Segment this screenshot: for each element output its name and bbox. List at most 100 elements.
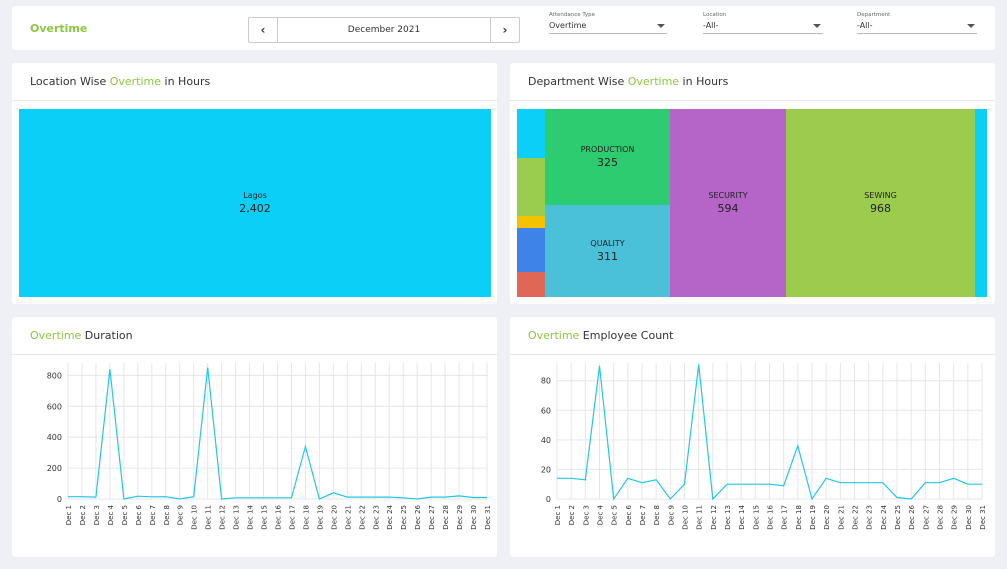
data-point[interactable] <box>66 495 70 499</box>
data-point[interactable] <box>923 481 927 485</box>
data-point[interactable] <box>838 481 842 485</box>
data-point[interactable] <box>782 484 786 488</box>
data-point[interactable] <box>711 497 715 501</box>
treemap-cell-small[interactable] <box>975 109 987 297</box>
data-point[interactable] <box>471 495 475 499</box>
x-tick-label: Dec 5 <box>121 505 129 525</box>
treemap-cell-label: SEWING <box>864 191 897 200</box>
data-point[interactable] <box>206 366 210 370</box>
data-point[interactable] <box>895 496 899 500</box>
data-point[interactable] <box>810 497 814 501</box>
data-point[interactable] <box>248 496 252 500</box>
data-point[interactable] <box>108 367 112 371</box>
treemap-cell-production[interactable]: PRODUCTION 325 <box>545 109 670 205</box>
data-point[interactable] <box>164 495 168 499</box>
data-point[interactable] <box>612 497 616 501</box>
treemap-cell-small[interactable] <box>517 216 545 228</box>
y-tick-label: 80 <box>541 377 551 386</box>
treemap-cell-small[interactable] <box>517 158 545 216</box>
data-point[interactable] <box>457 494 461 498</box>
treemap-cell-security[interactable]: SECURITY 594 <box>670 109 786 297</box>
data-point[interactable] <box>192 495 196 499</box>
data-point[interactable] <box>289 496 293 500</box>
x-tick-label: Dec 16 <box>767 504 775 529</box>
data-point[interactable] <box>668 497 672 501</box>
data-point[interactable] <box>824 476 828 480</box>
data-point[interactable] <box>966 482 970 486</box>
treemap-cell-lagos[interactable]: Lagos 2,402 <box>19 109 491 297</box>
x-tick-label: Dec 15 <box>752 505 760 530</box>
data-point[interactable] <box>94 495 98 499</box>
data-point[interactable] <box>796 444 800 448</box>
data-point[interactable] <box>980 482 984 486</box>
data-point[interactable] <box>122 497 126 501</box>
x-tick-label: Dec 19 <box>316 505 324 530</box>
x-tick-label: Dec 20 <box>823 505 831 530</box>
data-point[interactable] <box>276 496 280 500</box>
data-point[interactable] <box>555 476 559 480</box>
x-tick-label: Dec 8 <box>163 505 171 525</box>
data-point[interactable] <box>697 362 701 366</box>
data-point[interactable] <box>136 494 140 498</box>
chevron-right-icon: › <box>502 23 508 37</box>
treemap-cell-sewing[interactable]: SEWING 968 <box>786 109 975 297</box>
data-point[interactable] <box>220 497 224 501</box>
data-point[interactable] <box>401 496 405 500</box>
data-point[interactable] <box>626 476 630 480</box>
data-point[interactable] <box>178 497 182 501</box>
attendance-type-select[interactable]: Overtime <box>549 21 667 34</box>
data-point[interactable] <box>909 497 913 501</box>
x-tick-label: Dec 14 <box>247 504 255 529</box>
data-point[interactable] <box>768 482 772 486</box>
data-point[interactable] <box>262 496 266 500</box>
data-point[interactable] <box>640 481 644 485</box>
x-tick-label: Dec 17 <box>288 505 296 530</box>
data-point[interactable] <box>331 491 335 495</box>
treemap-cell-value: 2,402 <box>239 202 271 215</box>
data-point[interactable] <box>317 497 321 501</box>
data-point[interactable] <box>429 495 433 499</box>
location-overtime-card: Location Wise Overtime in Hours Lagos 2,… <box>12 63 497 304</box>
department-select[interactable]: -All- <box>857 21 977 34</box>
data-point[interactable] <box>881 481 885 485</box>
data-point[interactable] <box>725 482 729 486</box>
data-point[interactable] <box>753 482 757 486</box>
next-month-button[interactable]: › <box>490 18 519 42</box>
x-tick-label: Dec 10 <box>191 505 199 530</box>
x-tick-label: Dec 11 <box>696 505 704 530</box>
data-point[interactable] <box>569 476 573 480</box>
data-point[interactable] <box>443 495 447 499</box>
data-point[interactable] <box>415 497 419 501</box>
data-point[interactable] <box>739 482 743 486</box>
data-point[interactable] <box>952 476 956 480</box>
treemap-cell-small[interactable] <box>517 272 545 297</box>
data-point[interactable] <box>387 495 391 499</box>
prev-month-button[interactable]: ‹ <box>249 18 278 42</box>
data-point[interactable] <box>80 495 84 499</box>
data-point[interactable] <box>938 481 942 485</box>
treemap-cell-quality[interactable]: QUALITY 311 <box>545 205 670 297</box>
location-label: Location <box>703 12 727 18</box>
x-tick-label: Dec 15 <box>261 505 269 530</box>
data-point[interactable] <box>867 481 871 485</box>
data-point[interactable] <box>654 478 658 482</box>
data-point[interactable] <box>373 495 377 499</box>
data-point[interactable] <box>345 495 349 499</box>
x-tick-label: Dec 4 <box>597 504 605 525</box>
x-tick-label: Dec 30 <box>470 505 478 530</box>
treemap-cell-small[interactable] <box>517 228 545 272</box>
data-point[interactable] <box>303 444 307 448</box>
data-point[interactable] <box>234 496 238 500</box>
data-point[interactable] <box>150 495 154 499</box>
y-tick-label: 60 <box>541 406 551 415</box>
location-select[interactable]: -All- <box>703 21 823 34</box>
treemap-cell-small[interactable] <box>517 109 545 158</box>
data-point[interactable] <box>683 482 687 486</box>
data-point[interactable] <box>598 364 602 368</box>
x-tick-label: Dec 28 <box>937 505 945 530</box>
data-point[interactable] <box>359 495 363 499</box>
data-point[interactable] <box>583 478 587 482</box>
data-point[interactable] <box>853 481 857 485</box>
data-point[interactable] <box>485 495 489 499</box>
x-tick-label: Dec 12 <box>219 505 227 530</box>
